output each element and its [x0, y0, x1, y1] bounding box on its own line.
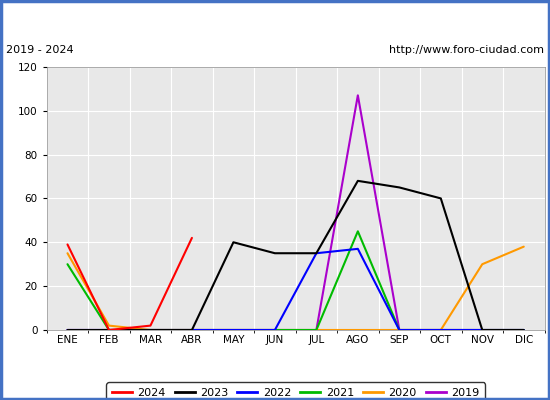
- Text: Evolucion Nº Turistas Extranjeros en el municipio de Aldeanueva de San Bartolomé: Evolucion Nº Turistas Extranjeros en el …: [0, 12, 550, 25]
- Text: http://www.foro-ciudad.com: http://www.foro-ciudad.com: [389, 45, 544, 55]
- Legend: 2024, 2023, 2022, 2021, 2020, 2019: 2024, 2023, 2022, 2021, 2020, 2019: [106, 382, 485, 400]
- Text: 2019 - 2024: 2019 - 2024: [6, 45, 73, 55]
